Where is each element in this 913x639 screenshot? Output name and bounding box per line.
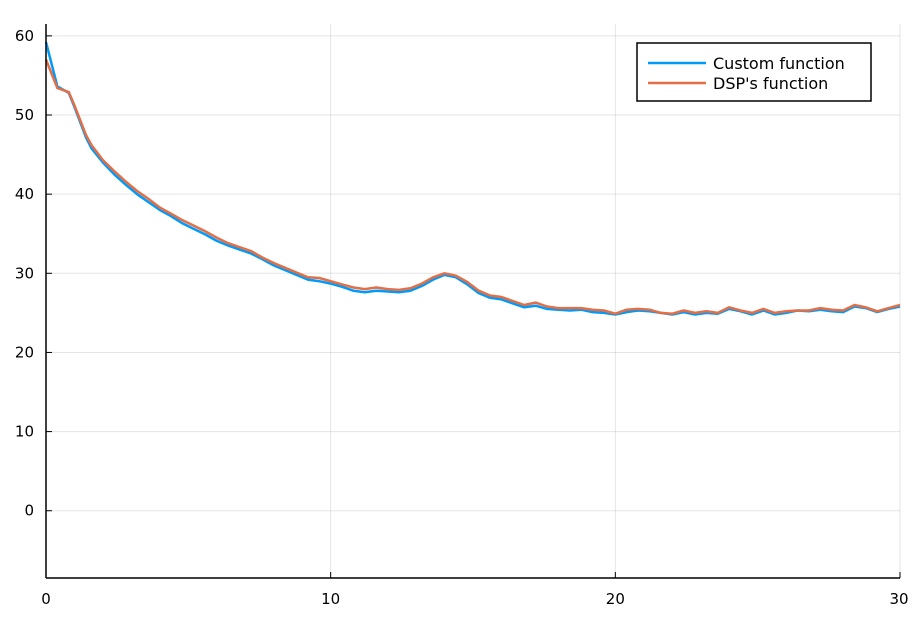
x-tick-label: 0 [41,590,51,608]
y-tick-label: 50 [15,106,34,124]
series-group [44,41,901,316]
x-tick-label: 10 [321,590,340,608]
y-tick-label: 30 [15,264,34,282]
axes [45,24,900,579]
y-tick-label: 20 [15,343,34,361]
legend-label-custom-function: Custom function [713,54,845,73]
legend: Custom function DSP's function [636,42,872,102]
x-tick-label: 20 [606,590,625,608]
y-tick-label: 60 [15,27,34,45]
tick-labels: 0 10 20 30 0 10 20 30 40 50 60 [15,27,909,608]
legend-label-dsp-function: DSP's function [713,74,828,93]
grid [45,24,901,578]
y-tick-label: 10 [15,423,34,441]
x-tick-label: 30 [889,590,908,608]
y-tick-label: 0 [24,502,34,520]
legend-box [636,42,872,102]
y-tick-label: 40 [15,185,34,203]
series-line-dsp-function [44,59,901,315]
series-line-custom-function [44,41,901,316]
